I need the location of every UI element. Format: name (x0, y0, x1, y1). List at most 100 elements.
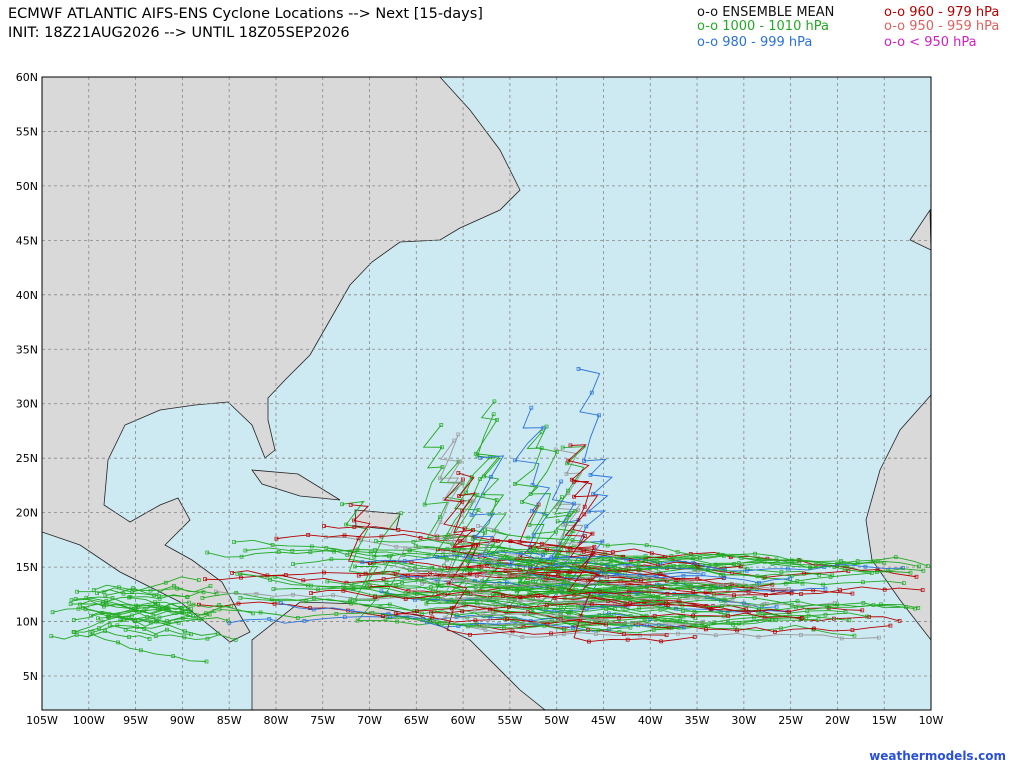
track-point (719, 572, 723, 577)
track-point (786, 587, 791, 591)
track-point (576, 508, 581, 512)
track-point (621, 554, 625, 559)
track-point (445, 539, 450, 543)
track-point (503, 569, 508, 573)
track-point (458, 459, 463, 464)
track-point (353, 564, 357, 569)
track-point (513, 458, 517, 463)
track-point (592, 544, 597, 549)
track-point (562, 579, 566, 583)
track-point (852, 633, 857, 638)
track (482, 576, 915, 610)
track-point (567, 587, 572, 592)
track-point (254, 591, 259, 596)
track-point (823, 586, 828, 591)
track-point (652, 614, 657, 618)
track-point (68, 602, 73, 606)
track-point (151, 614, 156, 618)
track-point (302, 618, 307, 623)
track-point (760, 612, 765, 617)
track (479, 622, 891, 633)
track (327, 580, 729, 594)
track-point (850, 628, 855, 632)
track-point (470, 591, 474, 596)
track-point (239, 575, 243, 580)
track (516, 589, 919, 611)
track-point (456, 432, 461, 437)
track-point (471, 498, 476, 503)
track-point (524, 611, 529, 616)
track-point (325, 579, 330, 584)
track-point (348, 597, 353, 601)
track-point (474, 601, 479, 605)
track-point (518, 595, 522, 599)
track-point (552, 596, 557, 600)
track-point (428, 617, 432, 622)
track-point (545, 603, 549, 608)
track-point (131, 586, 135, 590)
track-point (350, 609, 355, 613)
track-point (507, 605, 511, 609)
track-point (701, 619, 706, 624)
track-point (618, 582, 623, 587)
track-point (582, 555, 587, 560)
track-point (562, 627, 566, 632)
track-point (322, 570, 326, 575)
lat-label: 25N (16, 452, 38, 465)
legend-entry: o-o 1000 - 1010 hPa (697, 19, 829, 34)
track-point (106, 614, 110, 619)
track-point (662, 618, 667, 623)
track-point (489, 475, 493, 479)
track-point (127, 635, 131, 639)
track (52, 603, 167, 615)
track-point (579, 589, 583, 594)
track-point (643, 554, 648, 558)
track-point (799, 616, 804, 620)
subtitle: INIT: 18Z21AUG2026 --> UNTIL 18Z05SEP202… (8, 25, 350, 41)
track (564, 481, 792, 596)
track-point (107, 623, 112, 627)
track-point (576, 367, 581, 371)
track-point (230, 570, 234, 575)
track-point (589, 390, 594, 395)
cuba (251, 469, 341, 501)
track-point (541, 553, 546, 558)
track-point (309, 591, 313, 595)
lon-label: 20W (825, 714, 850, 727)
map-frame (41, 76, 932, 711)
track-point (504, 556, 509, 560)
track-point (267, 617, 272, 621)
track-point (355, 618, 360, 623)
track-point (356, 573, 361, 578)
lon-label: 30W (731, 714, 756, 727)
track-point (205, 550, 210, 555)
track-point (99, 619, 104, 624)
track-point (726, 614, 731, 619)
track-point (352, 598, 357, 603)
track-point (103, 629, 108, 633)
track-point (352, 518, 356, 523)
track-point (804, 617, 808, 621)
track-point (600, 539, 605, 544)
track-point (835, 602, 840, 607)
track-point (559, 495, 564, 499)
track-point (865, 614, 869, 619)
track-point (97, 626, 101, 631)
track-point (235, 571, 240, 576)
track-point (78, 602, 82, 607)
track-point (185, 595, 190, 599)
track-point (379, 589, 384, 594)
track (109, 617, 228, 630)
track-point (383, 592, 388, 596)
track-point (604, 622, 608, 627)
track-point (322, 524, 326, 528)
track-point (739, 555, 744, 560)
track-point (666, 622, 671, 626)
track-point (274, 536, 279, 541)
track-point (863, 564, 868, 569)
track-point (567, 513, 571, 517)
track-point (795, 599, 800, 604)
track-point (764, 602, 769, 606)
track-point (364, 581, 369, 586)
track-point (402, 559, 407, 563)
